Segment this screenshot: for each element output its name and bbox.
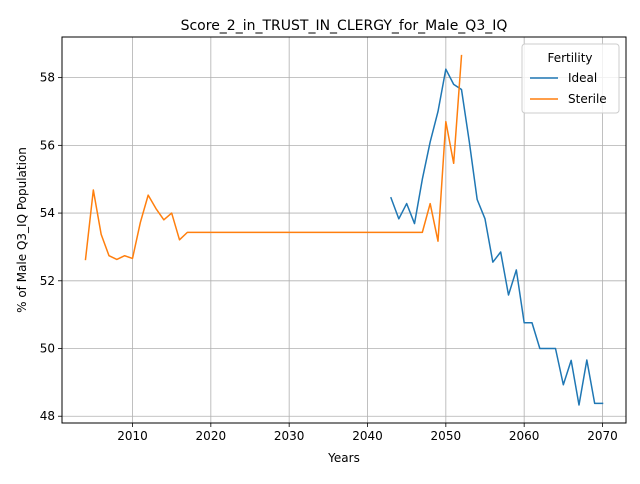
x-tick-label: 2040	[352, 429, 383, 443]
legend-title: Fertility	[547, 51, 592, 65]
legend-label-sterile: Sterile	[568, 92, 607, 106]
legend-box	[521, 43, 620, 114]
x-tick-label: 2010	[117, 429, 148, 443]
x-tick-label: 2060	[509, 429, 540, 443]
series-line-sterile	[84, 54, 463, 261]
y-tick-label: 48	[40, 409, 55, 423]
y-tick-label: 58	[40, 71, 55, 85]
plot-area	[61, 36, 627, 424]
x-tick-label: 2070	[587, 429, 618, 443]
legend: Fertility Ideal Sterile	[521, 43, 620, 114]
y-tick-label: 50	[40, 342, 55, 356]
y-tick-label: 54	[40, 206, 55, 220]
series-line-ideal	[390, 68, 604, 406]
axis-ticks: 2010 2020 2030 2040 2050 2060 2070 48 50 52 54 56 58	[40, 71, 618, 443]
x-tick-label: 2020	[196, 429, 227, 443]
y-tick-label: 52	[40, 274, 55, 288]
grid	[62, 37, 626, 423]
x-tick-label: 2050	[431, 429, 462, 443]
series-lines	[84, 54, 604, 406]
x-tick-label: 2030	[274, 429, 305, 443]
legend-label-ideal: Ideal	[568, 71, 597, 85]
y-tick-label: 56	[40, 138, 55, 152]
chart-title: Score_2_in_TRUST_IN_CLERGY_for_Male_Q3_I…	[181, 18, 508, 34]
x-axis-label: Years	[327, 451, 360, 465]
y-axis-label: % of Male Q3_IQ Population	[15, 147, 29, 313]
